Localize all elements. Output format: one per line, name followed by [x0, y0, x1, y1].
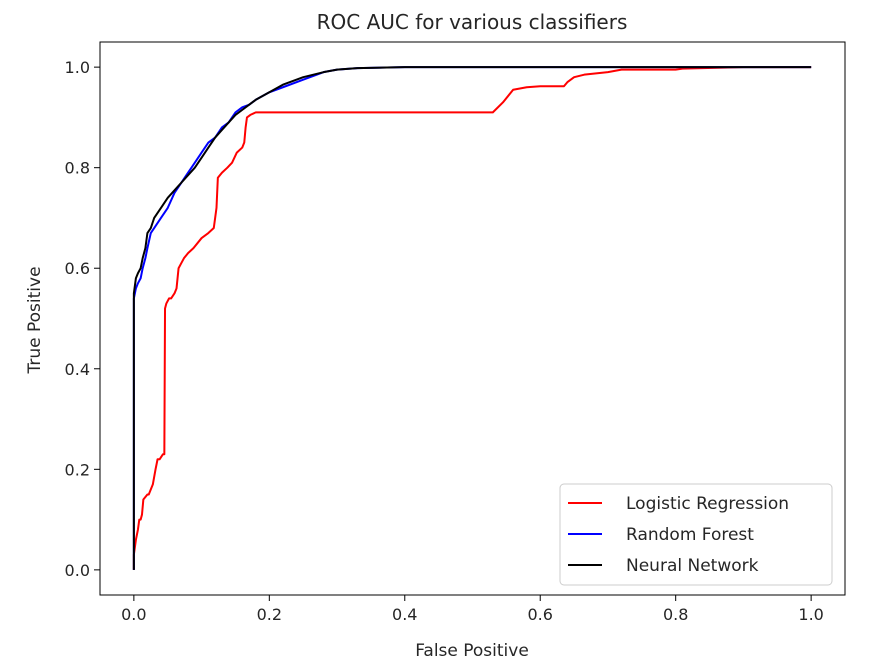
y-tick-label: 0.8	[65, 159, 90, 178]
x-tick-label: 0.4	[392, 605, 417, 624]
x-tick-label: 0.8	[663, 605, 688, 624]
chart-title: ROC AUC for various classifiers	[317, 10, 628, 34]
y-axis-ticks: 0.0 0.2 0.4 0.6 0.8 1.0	[65, 58, 100, 580]
x-tick-label: 0.0	[121, 605, 146, 624]
x-tick-label: 1.0	[798, 605, 823, 624]
y-tick-label: 0.0	[65, 561, 90, 580]
legend-label-2: Random Forest	[626, 525, 754, 545]
plot-frame	[99, 41, 846, 596]
x-tick-label: 0.6	[528, 605, 553, 624]
y-tick-label: 0.4	[65, 360, 90, 379]
legend-box	[559, 483, 833, 586]
legend-label-3: Neural Network	[626, 556, 759, 576]
legend: Logistic Regression Random Forest Neural N…	[559, 483, 833, 586]
y-axis-label: True Positive	[25, 266, 45, 374]
legend-entries: Logistic Regression Random Forest Neural N…	[568, 494, 789, 576]
x-axis-ticks: 0.0 0.2 0.4 0.6 0.8 1.0	[121, 595, 824, 624]
y-tick-label: 0.6	[65, 259, 90, 278]
series-line-3	[132, 66, 812, 570]
x-axis-label: False Positive	[415, 641, 529, 661]
series-line-1	[132, 66, 812, 570]
y-tick-label: 1.0	[65, 58, 90, 77]
series-layer	[132, 66, 812, 570]
legend-label-1: Logistic Regression	[626, 494, 789, 514]
x-tick-label: 0.2	[257, 605, 282, 624]
y-tick-label: 0.2	[65, 460, 90, 479]
